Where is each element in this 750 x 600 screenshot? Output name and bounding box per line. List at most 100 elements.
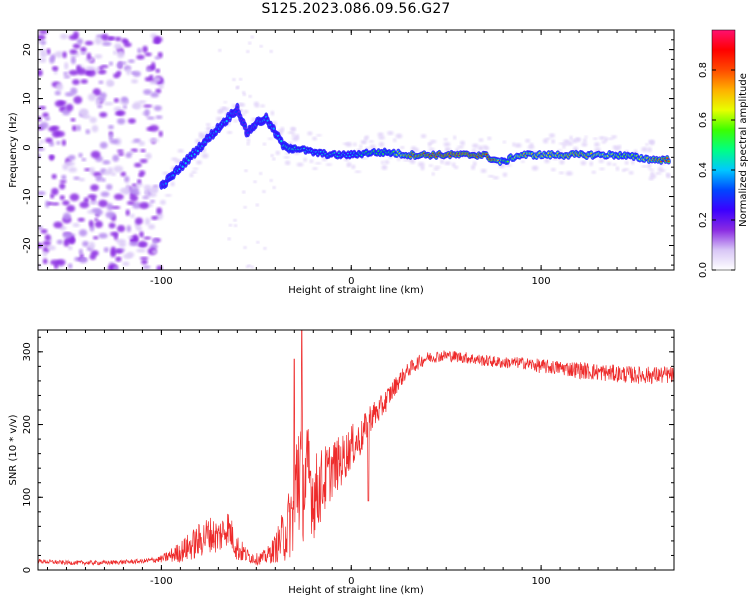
noise-blob	[42, 240, 51, 246]
noise-blob	[94, 67, 100, 72]
noise-blob	[77, 217, 85, 222]
noise-blob	[137, 240, 148, 248]
noise-blob	[149, 138, 159, 143]
faint-blob	[262, 142, 266, 146]
faint-blob	[203, 131, 211, 134]
faint-blob	[443, 142, 451, 147]
noise-blob	[116, 149, 124, 153]
faint-blob	[272, 186, 276, 189]
noise-blob	[156, 207, 163, 215]
faint-blob	[283, 156, 290, 159]
faint-blob	[162, 171, 169, 175]
noise-blob	[73, 176, 80, 180]
faint-blob	[263, 247, 267, 250]
noise-blob	[54, 100, 65, 108]
faint-blob	[440, 159, 444, 164]
faint-blob	[428, 147, 435, 151]
faint-blob	[272, 157, 276, 161]
noise-blob	[158, 130, 163, 138]
faint-blob	[226, 131, 233, 134]
noise-blob	[62, 200, 70, 206]
snr-y-tick-label: 300	[22, 342, 33, 361]
faint-blob	[451, 162, 456, 167]
noise-blob	[113, 98, 119, 103]
faint-blob	[531, 165, 539, 171]
faint-blob	[601, 140, 606, 144]
noise-blob	[40, 228, 48, 234]
noise-blob	[38, 105, 47, 110]
noise-blob	[116, 118, 126, 125]
faint-blob	[648, 177, 654, 181]
noise-blob	[50, 193, 55, 199]
faint-blob	[453, 135, 457, 140]
colorbar-frame	[711, 29, 736, 271]
faint-blob	[206, 123, 211, 127]
noise-blob	[145, 152, 152, 160]
snr-axes: -100 0 100 0 100 200 300	[22, 330, 675, 587]
faint-blob	[612, 163, 617, 166]
noise-blob	[127, 235, 134, 240]
faint-blob	[505, 164, 512, 167]
noise-blob	[114, 249, 123, 254]
noise-blob	[139, 256, 149, 260]
faint-blob	[159, 199, 166, 205]
faint-blob	[594, 142, 600, 147]
snr-y-tick-label: 200	[22, 415, 33, 434]
noise-blob	[155, 68, 161, 73]
noise-blob	[126, 68, 131, 76]
faint-blob	[189, 173, 194, 178]
noise-blob	[39, 57, 47, 63]
ridge-core	[196, 149, 200, 153]
ridge-core	[164, 182, 168, 185]
noise-blob	[39, 139, 45, 144]
faint-blob	[654, 172, 662, 175]
noise-blob	[88, 241, 96, 250]
colorbar-tick-label: 0.2	[698, 212, 709, 228]
noise-blob	[113, 165, 124, 173]
noise-blob	[146, 116, 155, 120]
colorbar-tick-label: 0.6	[698, 112, 709, 128]
faint-blob	[253, 101, 259, 106]
noise-blob	[110, 231, 119, 237]
noise-blob	[49, 56, 55, 64]
noise-blob	[38, 263, 42, 269]
noise-blob	[107, 81, 114, 86]
faint-blob	[457, 145, 464, 149]
colorbar: 0.0 0.2 0.4 0.6 0.8 Normalized spectral ampl…	[698, 29, 749, 278]
noise-blob	[84, 168, 91, 172]
noise-blob	[122, 261, 130, 266]
noise-blob	[136, 248, 146, 253]
faint-blob	[453, 165, 459, 169]
faint-blob	[351, 164, 356, 170]
noise-blob	[148, 202, 153, 207]
faint-blob	[242, 93, 246, 96]
noise-blob	[126, 201, 135, 205]
noise-blob	[150, 61, 156, 70]
noise-blob	[110, 250, 116, 258]
snr-y-tick-label: 0	[22, 567, 33, 573]
noise-blob	[127, 118, 136, 124]
faint-blob	[378, 136, 386, 140]
noise-blob	[63, 71, 69, 76]
faint-blob	[239, 78, 243, 81]
faint-blob	[480, 168, 487, 173]
faint-blob	[428, 142, 432, 147]
noise-blob	[131, 71, 136, 75]
faint-blob	[296, 162, 304, 167]
noise-blob	[152, 40, 160, 44]
noise-blob	[108, 222, 116, 229]
faint-blob	[645, 143, 649, 146]
noise-blob	[54, 51, 65, 58]
faint-blob	[378, 142, 385, 147]
noise-blob	[113, 72, 120, 79]
faint-blob	[569, 135, 573, 141]
noise-blob	[91, 124, 99, 133]
faint-blob	[471, 165, 476, 170]
noise-blob	[89, 167, 95, 175]
noise-blob	[134, 162, 142, 168]
noise-blob	[40, 40, 47, 45]
faint-blob	[443, 138, 448, 141]
noise-blob	[82, 240, 89, 247]
noise-blob	[131, 104, 139, 109]
